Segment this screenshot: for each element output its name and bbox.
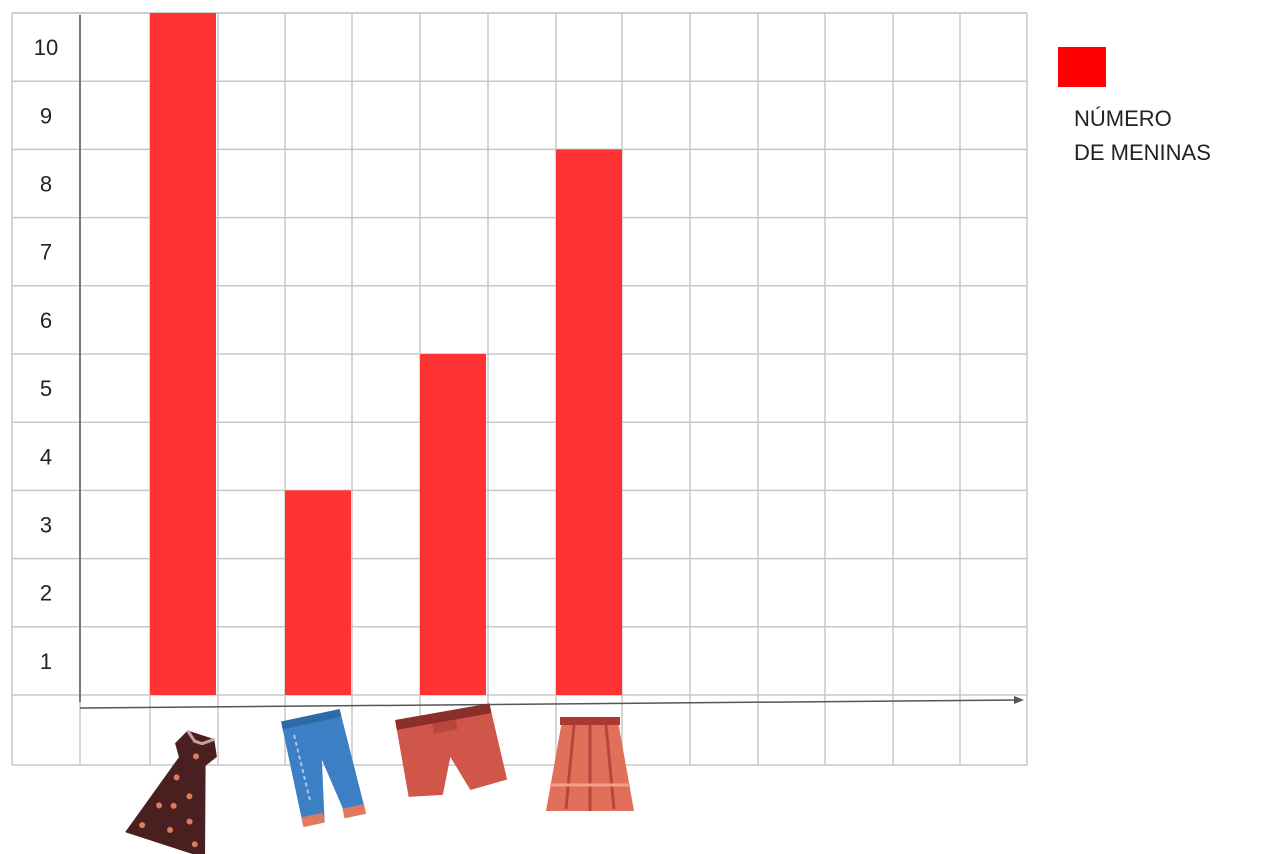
bar-skirt — [556, 149, 622, 695]
grid — [11, 12, 1028, 766]
y-tick-label: 9 — [40, 103, 52, 128]
y-tick-label: 3 — [40, 513, 52, 538]
bars — [150, 13, 622, 695]
legend-label-line-2: DE MENINAS — [1074, 140, 1211, 165]
legend-label-line-1: NÚMERO — [1074, 106, 1172, 131]
y-tick-label: 6 — [40, 308, 52, 333]
y-tick-label: 5 — [40, 376, 52, 401]
y-tick-label: 4 — [40, 444, 52, 469]
y-tick-label: 8 — [40, 172, 52, 197]
y-tick-label: 1 — [40, 649, 52, 674]
shorts-icon — [395, 703, 508, 797]
y-tick-label: 10 — [34, 35, 58, 60]
legend-swatch — [1058, 47, 1106, 87]
y-axis-labels: 1 2 3 4 5 6 7 8 9 10 — [34, 35, 58, 674]
y-tick-label: 2 — [40, 581, 52, 606]
bar-dress — [150, 13, 216, 695]
bar-jeans — [285, 490, 351, 695]
skirt-icon — [546, 717, 634, 811]
axes — [79, 15, 1024, 709]
legend: NÚMERO DE MENINAS — [1058, 47, 1211, 165]
dress-icon — [125, 729, 217, 854]
x-axis-line — [79, 699, 1021, 709]
y-tick-label: 7 — [40, 240, 52, 265]
x-axis-arrowhead — [1014, 696, 1024, 704]
bar-shorts — [420, 354, 486, 695]
jeans-icon — [281, 708, 367, 828]
